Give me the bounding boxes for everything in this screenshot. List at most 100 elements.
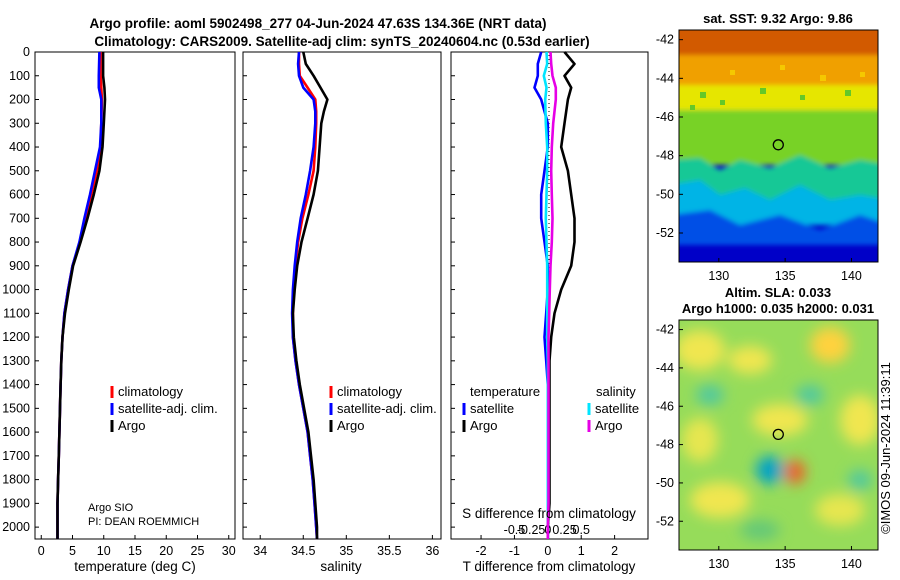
credit-institution: Argo SIO xyxy=(88,502,134,514)
depth-tick-label: 1900 xyxy=(2,496,30,510)
sla-map-image xyxy=(679,320,878,550)
lat-tick-label: -48 xyxy=(656,438,674,452)
sst-map-frame xyxy=(678,29,879,263)
lat-tick-label: -42 xyxy=(656,33,674,47)
difference-axes xyxy=(450,51,649,540)
x-tick-label: 1 xyxy=(578,544,585,558)
lon-tick-label: 135 xyxy=(775,269,796,283)
x-tick-label: 35 xyxy=(339,544,353,558)
lon-tick-label: 140 xyxy=(841,269,862,283)
sla-map-title-line1: Altim. SLA: 0.033 xyxy=(725,285,831,300)
lat-tick-label: -48 xyxy=(656,149,674,163)
depth-tick-label: 1000 xyxy=(2,283,30,297)
sla-map-title-line2: Argo h1000: 0.035 h2000: 0.031 xyxy=(682,301,874,316)
x-tick-label: 25 xyxy=(191,544,205,558)
depth-tick-label: 800 xyxy=(9,235,30,249)
depth-tick-label: 1600 xyxy=(2,425,30,439)
depth-tick-label: 700 xyxy=(9,211,30,225)
depth-tick-label: 1800 xyxy=(2,473,30,487)
legend-group-salinity: salinity xyxy=(596,384,636,399)
lon-tick-label: 130 xyxy=(708,269,729,283)
x-tick-label: 0 xyxy=(544,544,551,558)
depth-tick-label: 1500 xyxy=(2,401,30,415)
profile-line-argo xyxy=(291,51,329,539)
salinity-difference-label: S difference from climatology xyxy=(462,506,636,521)
x-tick-label: -2 xyxy=(475,544,486,558)
lat-tick-label: -50 xyxy=(656,187,674,201)
depth-tick-label: 1200 xyxy=(2,330,30,344)
lat-tick-label: -46 xyxy=(656,110,674,124)
title-line2: Climatology: CARS2009. Satellite-adj cli… xyxy=(94,34,589,49)
depth-tick-label: 2000 xyxy=(2,520,30,534)
sla-map-frame xyxy=(678,319,879,551)
lat-tick-label: -42 xyxy=(656,323,674,337)
temperature-axes xyxy=(34,51,236,540)
profile-line-salinity-argo xyxy=(546,51,558,539)
depth-tick-label: 1300 xyxy=(2,354,30,368)
sst-map-image xyxy=(679,30,878,262)
depth-tick-label: 600 xyxy=(9,188,30,202)
s-diff-tick-label: 0.5 xyxy=(573,523,590,537)
profile-line-argo xyxy=(56,52,107,539)
lon-tick-label: 135 xyxy=(775,557,796,571)
depth-tick-label: 900 xyxy=(9,259,30,273)
legend-label-climatology: climatology xyxy=(337,384,403,399)
difference-legend: temperature satellite Argo salinity sate… xyxy=(462,384,639,433)
x-tick-label: 5 xyxy=(69,544,76,558)
sla-argo-marker xyxy=(772,428,784,441)
difference-profiles xyxy=(533,51,576,539)
x-tick-label: 0 xyxy=(38,544,45,558)
legend-label-satellite: satellite-adj. clim. xyxy=(118,401,218,416)
s-diff-tick-label: 0.25 xyxy=(552,523,576,537)
x-tick-label: 35.5 xyxy=(377,544,401,558)
sst-map-title: sat. SST: 9.32 Argo: 9.86 xyxy=(703,11,853,26)
temperature-y-ticks: 0 100 200 300 400 500 600 700 800 900 1000 1100 1200… xyxy=(2,45,455,534)
sst-map-ticks: 130 135 140 -42 -44 -46 -48 -50 -52 xyxy=(656,33,862,283)
depth-tick-label: 400 xyxy=(9,140,30,154)
legend-label-argo: Argo xyxy=(337,418,364,433)
x-tick-label: -1 xyxy=(509,544,520,558)
x-tick-label: 34 xyxy=(253,544,267,558)
lat-tick-label: -52 xyxy=(656,226,674,240)
depth-tick-label: 1400 xyxy=(2,378,30,392)
sst-argo-marker xyxy=(772,139,784,151)
difference-xlabel: T difference from climatology xyxy=(463,559,636,574)
depth-tick-label: 1700 xyxy=(2,449,30,463)
depth-tick-label: 300 xyxy=(9,116,30,130)
temperature-xlabel: temperature (deg C) xyxy=(74,559,196,574)
title-line1: Argo profile: aoml 5902498_277 04-Jun-20… xyxy=(90,16,547,31)
s-diff-tick-label: -0.25 xyxy=(517,523,546,537)
x-tick-label: 20 xyxy=(159,544,173,558)
legend-label-t-argo: Argo xyxy=(470,418,497,433)
profile-line-satellite-adj-clim- xyxy=(56,51,103,539)
legend-label-argo: Argo xyxy=(118,418,145,433)
profile-line-climatology xyxy=(56,52,104,539)
salinity-axes xyxy=(242,51,442,540)
difference-x-ticks: -2 -1 0 1 2 xyxy=(475,535,618,558)
depth-tick-label: 100 xyxy=(9,69,30,83)
lon-tick-label: 130 xyxy=(708,557,729,571)
s-diff-tick-label: -0.5 xyxy=(504,523,526,537)
legend-label-satellite: satellite-adj. clim. xyxy=(337,401,437,416)
x-tick-label: 10 xyxy=(97,544,111,558)
salinity-legend: climatology satellite-adj. clim. Argo xyxy=(329,384,437,433)
lat-tick-label: -46 xyxy=(656,399,674,413)
salinity-x-ticks: 34 34.5 35 35.5 36 xyxy=(253,535,439,558)
lat-tick-label: -50 xyxy=(656,476,674,490)
x-tick-label: 36 xyxy=(425,544,439,558)
salinity-xlabel: salinity xyxy=(320,559,362,574)
sla-map-ticks: 130 135 140 -42 -44 -46 -48 -50 -52 xyxy=(656,323,862,571)
credit-imos: ©IMOS 09-Jun-2024 11:39:11 xyxy=(878,362,893,534)
legend-label-t-satellite: satellite xyxy=(470,401,514,416)
x-tick-label: 34.5 xyxy=(291,544,315,558)
lat-tick-label: -52 xyxy=(656,514,674,528)
x-tick-label: 15 xyxy=(128,544,142,558)
x-tick-label: 30 xyxy=(222,544,236,558)
legend-group-temperature: temperature xyxy=(470,384,540,399)
depth-tick-label: 0 xyxy=(23,45,30,59)
temperature-profiles xyxy=(56,51,107,539)
depth-tick-label: 1100 xyxy=(3,306,30,320)
credit-pi: PI: DEAN ROEMMICH xyxy=(88,516,199,528)
lat-tick-label: -44 xyxy=(656,361,674,375)
legend-label-s-argo: Argo xyxy=(595,418,622,433)
